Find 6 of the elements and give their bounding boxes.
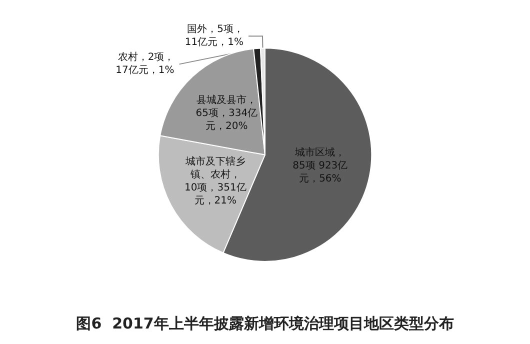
slice-label: 城市区域，85项 923亿元，56%: [292, 146, 348, 185]
slice-label: 农村，2项，17亿元，1%: [116, 51, 174, 76]
text: 图6 2017年上半年披露新增环境治理项目地区类型分布: [76, 314, 454, 332]
slice-label: 国外，5项，11亿元，1%: [184, 24, 244, 48]
slice-label: 城市及下辖乡镇、农村，10项，351亿元，21%: [184, 155, 246, 206]
slice-label: 县城及县市，65项，334亿元，20%: [196, 94, 258, 132]
